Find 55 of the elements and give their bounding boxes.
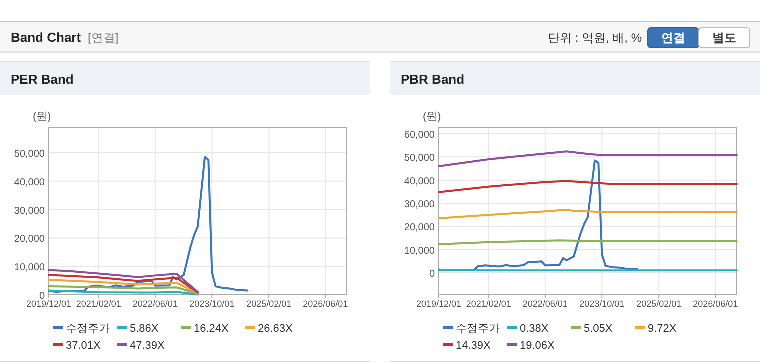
legend-label: 19.06X bbox=[520, 340, 556, 352]
x-tick-label: 2021/02/01 bbox=[466, 299, 512, 309]
legend-label: 47.39X bbox=[130, 340, 166, 352]
legend-label: 0.38X bbox=[520, 323, 550, 335]
y-tick-label: 40,000 bbox=[404, 176, 436, 188]
y-tick-label: 10,000 bbox=[404, 246, 436, 257]
x-tick-label: 2019/12/01 bbox=[416, 299, 462, 309]
x-tick-label: 2026/06/01 bbox=[303, 299, 348, 309]
x-tick-label: 2026/06/01 bbox=[693, 299, 738, 309]
y-tick-label: 50,000 bbox=[404, 153, 436, 164]
y-tick-label: 0 bbox=[39, 291, 46, 302]
y-axis-title: (원) bbox=[423, 111, 442, 123]
x-tick-label: 2025/02/01 bbox=[636, 299, 682, 309]
text: Band Chart bbox=[11, 30, 82, 45]
y-axis-title: (원) bbox=[33, 111, 52, 123]
legend-label: 5.05X bbox=[584, 323, 614, 335]
x-tick-label: 2019/12/01 bbox=[26, 299, 72, 309]
y-tick-label: 40,000 bbox=[14, 177, 46, 188]
y-tick-label: 30,000 bbox=[404, 200, 436, 211]
text: 단위 : 억원, 배, % bbox=[548, 31, 642, 45]
line-series bbox=[48, 156, 249, 294]
line-series bbox=[438, 160, 639, 272]
legend-label: 9.72X bbox=[648, 323, 678, 335]
text: [연결] bbox=[88, 31, 119, 45]
y-tick-label: 30,000 bbox=[14, 206, 46, 217]
y-tick-label: 20,000 bbox=[404, 222, 436, 234]
legend-label: 5.86X bbox=[130, 323, 160, 335]
y-tick-label: 20,000 bbox=[14, 234, 46, 246]
line-series bbox=[48, 285, 199, 295]
chart-title: PER Band bbox=[11, 72, 74, 87]
line-series bbox=[48, 278, 199, 294]
legend-label: 수정주가 bbox=[456, 323, 500, 335]
y-tick-label: 10,000 bbox=[14, 262, 46, 274]
legend-label: 수정주가 bbox=[66, 323, 110, 335]
legend-label: 26.63X bbox=[258, 323, 294, 335]
line-series bbox=[48, 269, 199, 294]
x-tick-label: 2023/10/01 bbox=[190, 299, 235, 309]
y-tick-label: 0 bbox=[429, 268, 436, 280]
x-tick-label: 2025/02/01 bbox=[246, 299, 292, 309]
legend-label: 37.01X bbox=[66, 340, 102, 352]
x-tick-label: 2022/06/01 bbox=[522, 299, 568, 309]
x-tick-label: 2023/10/01 bbox=[580, 299, 625, 309]
x-tick-label: 2021/02/01 bbox=[76, 299, 122, 309]
chart-title: PBR Band bbox=[401, 72, 465, 87]
line-series bbox=[438, 208, 738, 220]
line-series bbox=[48, 274, 199, 294]
line-series bbox=[438, 180, 738, 194]
legend-label: 16.24X bbox=[194, 323, 230, 335]
text: 별도 bbox=[712, 31, 736, 45]
y-tick-label: 60,000 bbox=[404, 130, 436, 142]
text: 연결 bbox=[662, 31, 686, 45]
legend-label: 14.39X bbox=[456, 340, 492, 352]
y-tick-label: 50,000 bbox=[14, 148, 46, 160]
x-tick-label: 2022/06/01 bbox=[132, 299, 178, 309]
line-series bbox=[438, 150, 738, 168]
